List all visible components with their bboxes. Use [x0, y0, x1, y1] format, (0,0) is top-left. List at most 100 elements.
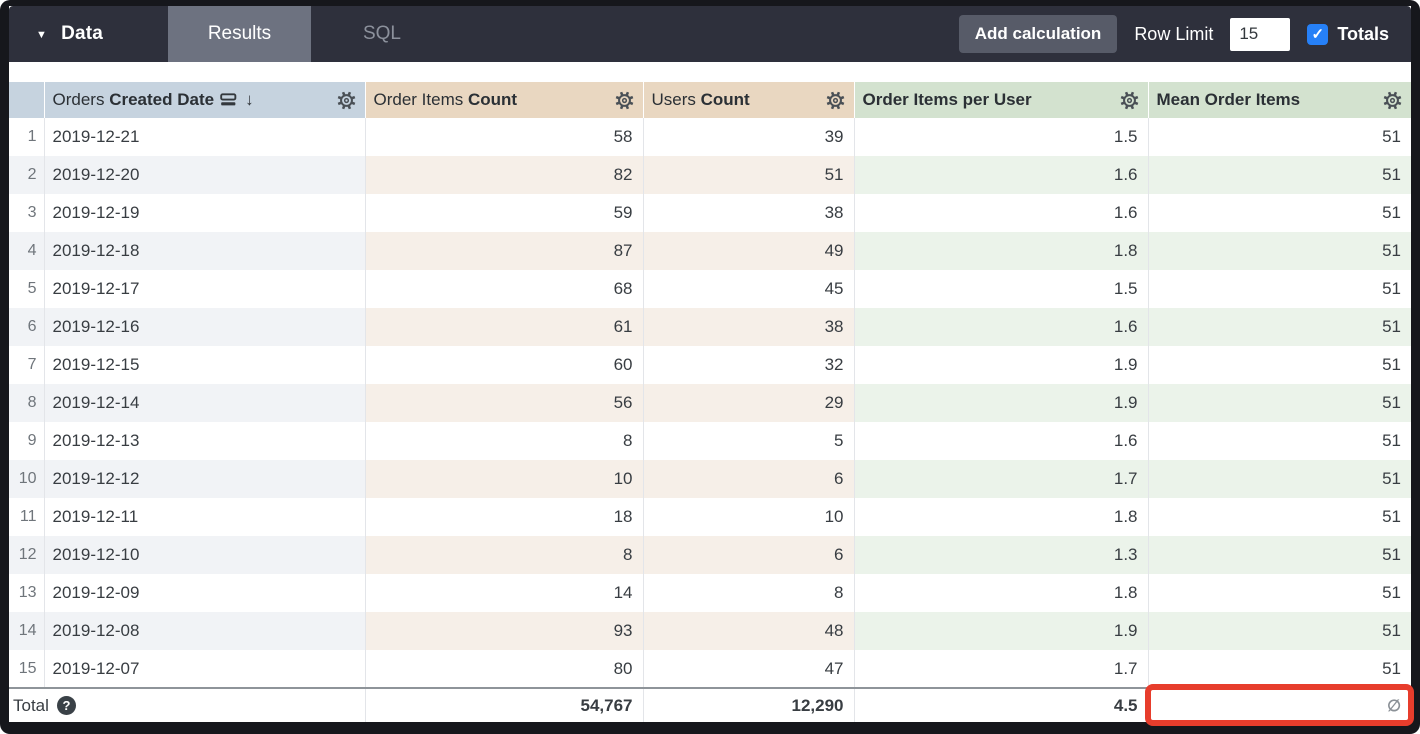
cell-mean-order-items[interactable]: 51: [1148, 156, 1411, 194]
cell-order-items-count[interactable]: 93: [365, 612, 644, 650]
cell-orders-created-date[interactable]: 2019-12-07: [44, 650, 366, 688]
gear-icon[interactable]: [1119, 90, 1140, 111]
table-top-spacer: [9, 62, 1411, 82]
gear-icon[interactable]: [825, 90, 846, 111]
cell-order-items-count[interactable]: 82: [365, 156, 644, 194]
cell-orders-created-date[interactable]: 2019-12-19: [44, 194, 366, 232]
cell-orders-created-date[interactable]: 2019-12-08: [44, 612, 366, 650]
row-limit-input[interactable]: [1230, 17, 1291, 51]
data-menu-toggle[interactable]: ▼ Data: [9, 6, 168, 62]
cell-order-items-count[interactable]: 60: [365, 346, 644, 384]
gear-icon[interactable]: [1382, 90, 1403, 111]
cell-orders-created-date[interactable]: 2019-12-20: [44, 156, 366, 194]
cell-mean-order-items[interactable]: 51: [1148, 460, 1411, 498]
gear-icon[interactable]: [336, 90, 357, 111]
cell-users-count[interactable]: 8: [643, 574, 855, 612]
cell-mean-order-items[interactable]: 51: [1382, 658, 1401, 678]
cell-order-items-count[interactable]: 14: [365, 574, 644, 612]
cell-users-count[interactable]: 38: [643, 308, 855, 346]
cell-users-count[interactable]: 48: [643, 612, 855, 650]
cell-order-items-per-user[interactable]: 1.5: [854, 270, 1149, 308]
cell-order-items-count[interactable]: 87: [365, 232, 644, 270]
cell-order-items-per-user[interactable]: 1.6: [854, 194, 1149, 232]
cell-users-count[interactable]: 6: [643, 460, 855, 498]
cell-orders-created-date[interactable]: 2019-12-14: [44, 384, 366, 422]
cell-users-count[interactable]: 47: [643, 650, 855, 688]
cell-orders-created-date[interactable]: 2019-12-09: [44, 574, 366, 612]
cell-mean-order-items[interactable]: 51: [1382, 203, 1401, 222]
cell-order-items-per-user[interactable]: 1.6: [854, 422, 1149, 460]
totals-checkbox[interactable]: ✓: [1307, 23, 1329, 45]
cell-order-items-per-user[interactable]: 1.8: [854, 574, 1149, 612]
cell-order-items-per-user[interactable]: 1.7: [854, 460, 1149, 498]
cell-users-count[interactable]: 51: [643, 156, 855, 194]
cell-orders-created-date[interactable]: 2019-12-16: [44, 308, 366, 346]
cell-order-items-count[interactable]: 10: [365, 460, 644, 498]
help-icon[interactable]: ?: [56, 696, 76, 715]
column-header-order-items-per-user[interactable]: Order Items per User: [854, 82, 1149, 118]
cell-mean-order-items[interactable]: 51: [1382, 355, 1401, 374]
cell-order-items-count[interactable]: 61: [365, 308, 644, 346]
gear-icon[interactable]: [614, 90, 635, 111]
table-row: 1 2019-12-21 58 39 1.5 51: [9, 118, 1411, 156]
cell-order-items-count[interactable]: 58: [365, 118, 644, 156]
column-header-users-count[interactable]: Users Count: [643, 82, 855, 118]
cell-order-items-per-user[interactable]: 1.8: [854, 498, 1149, 536]
cell-order-items-per-user[interactable]: 1.9: [854, 384, 1149, 422]
cell-mean-order-items[interactable]: 51: [1148, 384, 1411, 422]
cell-users-count[interactable]: 10: [643, 498, 855, 536]
cell-order-items-count[interactable]: 18: [365, 498, 644, 536]
add-calculation-button[interactable]: Add calculation: [958, 15, 1118, 53]
column-header-order-items-count[interactable]: Order Items Count: [365, 82, 644, 118]
tab-results[interactable]: Results: [168, 6, 311, 62]
cell-users-count[interactable]: 39: [643, 118, 855, 156]
cell-order-items-per-user[interactable]: 1.6: [854, 308, 1149, 346]
total-order-items-per-user: 4.5: [854, 687, 1149, 722]
cell-orders-created-date[interactable]: 2019-12-17: [44, 270, 366, 308]
cell-mean-order-items[interactable]: 51: [1148, 308, 1411, 346]
cell-mean-order-items[interactable]: 51: [1148, 232, 1411, 270]
cell-mean-order-items[interactable]: 51: [1382, 583, 1401, 602]
cell-order-items-count[interactable]: 8: [365, 422, 644, 460]
cell-orders-created-date[interactable]: 2019-12-12: [44, 460, 366, 498]
cell-order-items-per-user[interactable]: 1.3: [854, 536, 1149, 574]
column-header-mean-order-items[interactable]: Mean Order Items: [1148, 82, 1411, 118]
cell-mean-order-items[interactable]: 51: [1148, 612, 1411, 650]
cell-order-items-per-user[interactable]: 1.9: [854, 612, 1149, 650]
cell-order-items-per-user[interactable]: 1.9: [854, 346, 1149, 384]
cell-orders-created-date[interactable]: 2019-12-21: [44, 118, 366, 156]
cell-mean-order-items[interactable]: 51: [1148, 536, 1411, 574]
cell-mean-order-items[interactable]: 51: [1382, 431, 1401, 450]
tab-sql[interactable]: SQL: [362, 23, 402, 44]
cell-orders-created-date[interactable]: 2019-12-15: [44, 346, 366, 384]
cell-orders-created-date[interactable]: 2019-12-11: [44, 498, 366, 536]
cell-order-items-count[interactable]: 59: [365, 194, 644, 232]
cell-users-count[interactable]: 32: [643, 346, 855, 384]
cell-mean-order-items[interactable]: 51: [1382, 279, 1401, 298]
column-header-orders-created-date[interactable]: Orders Created Date ↓: [44, 82, 366, 118]
table-row: 9 2019-12-13 8 5 1.6 51: [9, 422, 1411, 460]
cell-order-items-per-user[interactable]: 1.5: [854, 118, 1149, 156]
cell-mean-order-items[interactable]: 51: [1382, 127, 1401, 146]
row-number-cell: 2: [9, 156, 45, 194]
cell-users-count[interactable]: 29: [643, 384, 855, 422]
cell-orders-created-date[interactable]: 2019-12-10: [44, 536, 366, 574]
cell-order-items-count[interactable]: 68: [365, 270, 644, 308]
cell-order-items-count[interactable]: 8: [365, 536, 644, 574]
results-table: Orders Created Date ↓: [9, 82, 1414, 726]
row-number-cell: 13: [9, 574, 45, 612]
cell-order-items-per-user[interactable]: 1.8: [854, 232, 1149, 270]
cell-users-count[interactable]: 45: [643, 270, 855, 308]
cell-users-count[interactable]: 6: [643, 536, 855, 574]
cell-users-count[interactable]: 49: [643, 232, 855, 270]
cell-mean-order-items[interactable]: 51: [1382, 507, 1401, 526]
cell-order-items-per-user[interactable]: 1.7: [854, 650, 1149, 688]
cell-users-count[interactable]: 38: [643, 194, 855, 232]
cell-order-items-count[interactable]: 56: [365, 384, 644, 422]
total-label: Total: [13, 695, 49, 715]
cell-order-items-per-user[interactable]: 1.6: [854, 156, 1149, 194]
cell-order-items-count[interactable]: 80: [365, 650, 644, 688]
cell-orders-created-date[interactable]: 2019-12-18: [44, 232, 366, 270]
cell-orders-created-date[interactable]: 2019-12-13: [44, 422, 366, 460]
cell-users-count[interactable]: 5: [643, 422, 855, 460]
